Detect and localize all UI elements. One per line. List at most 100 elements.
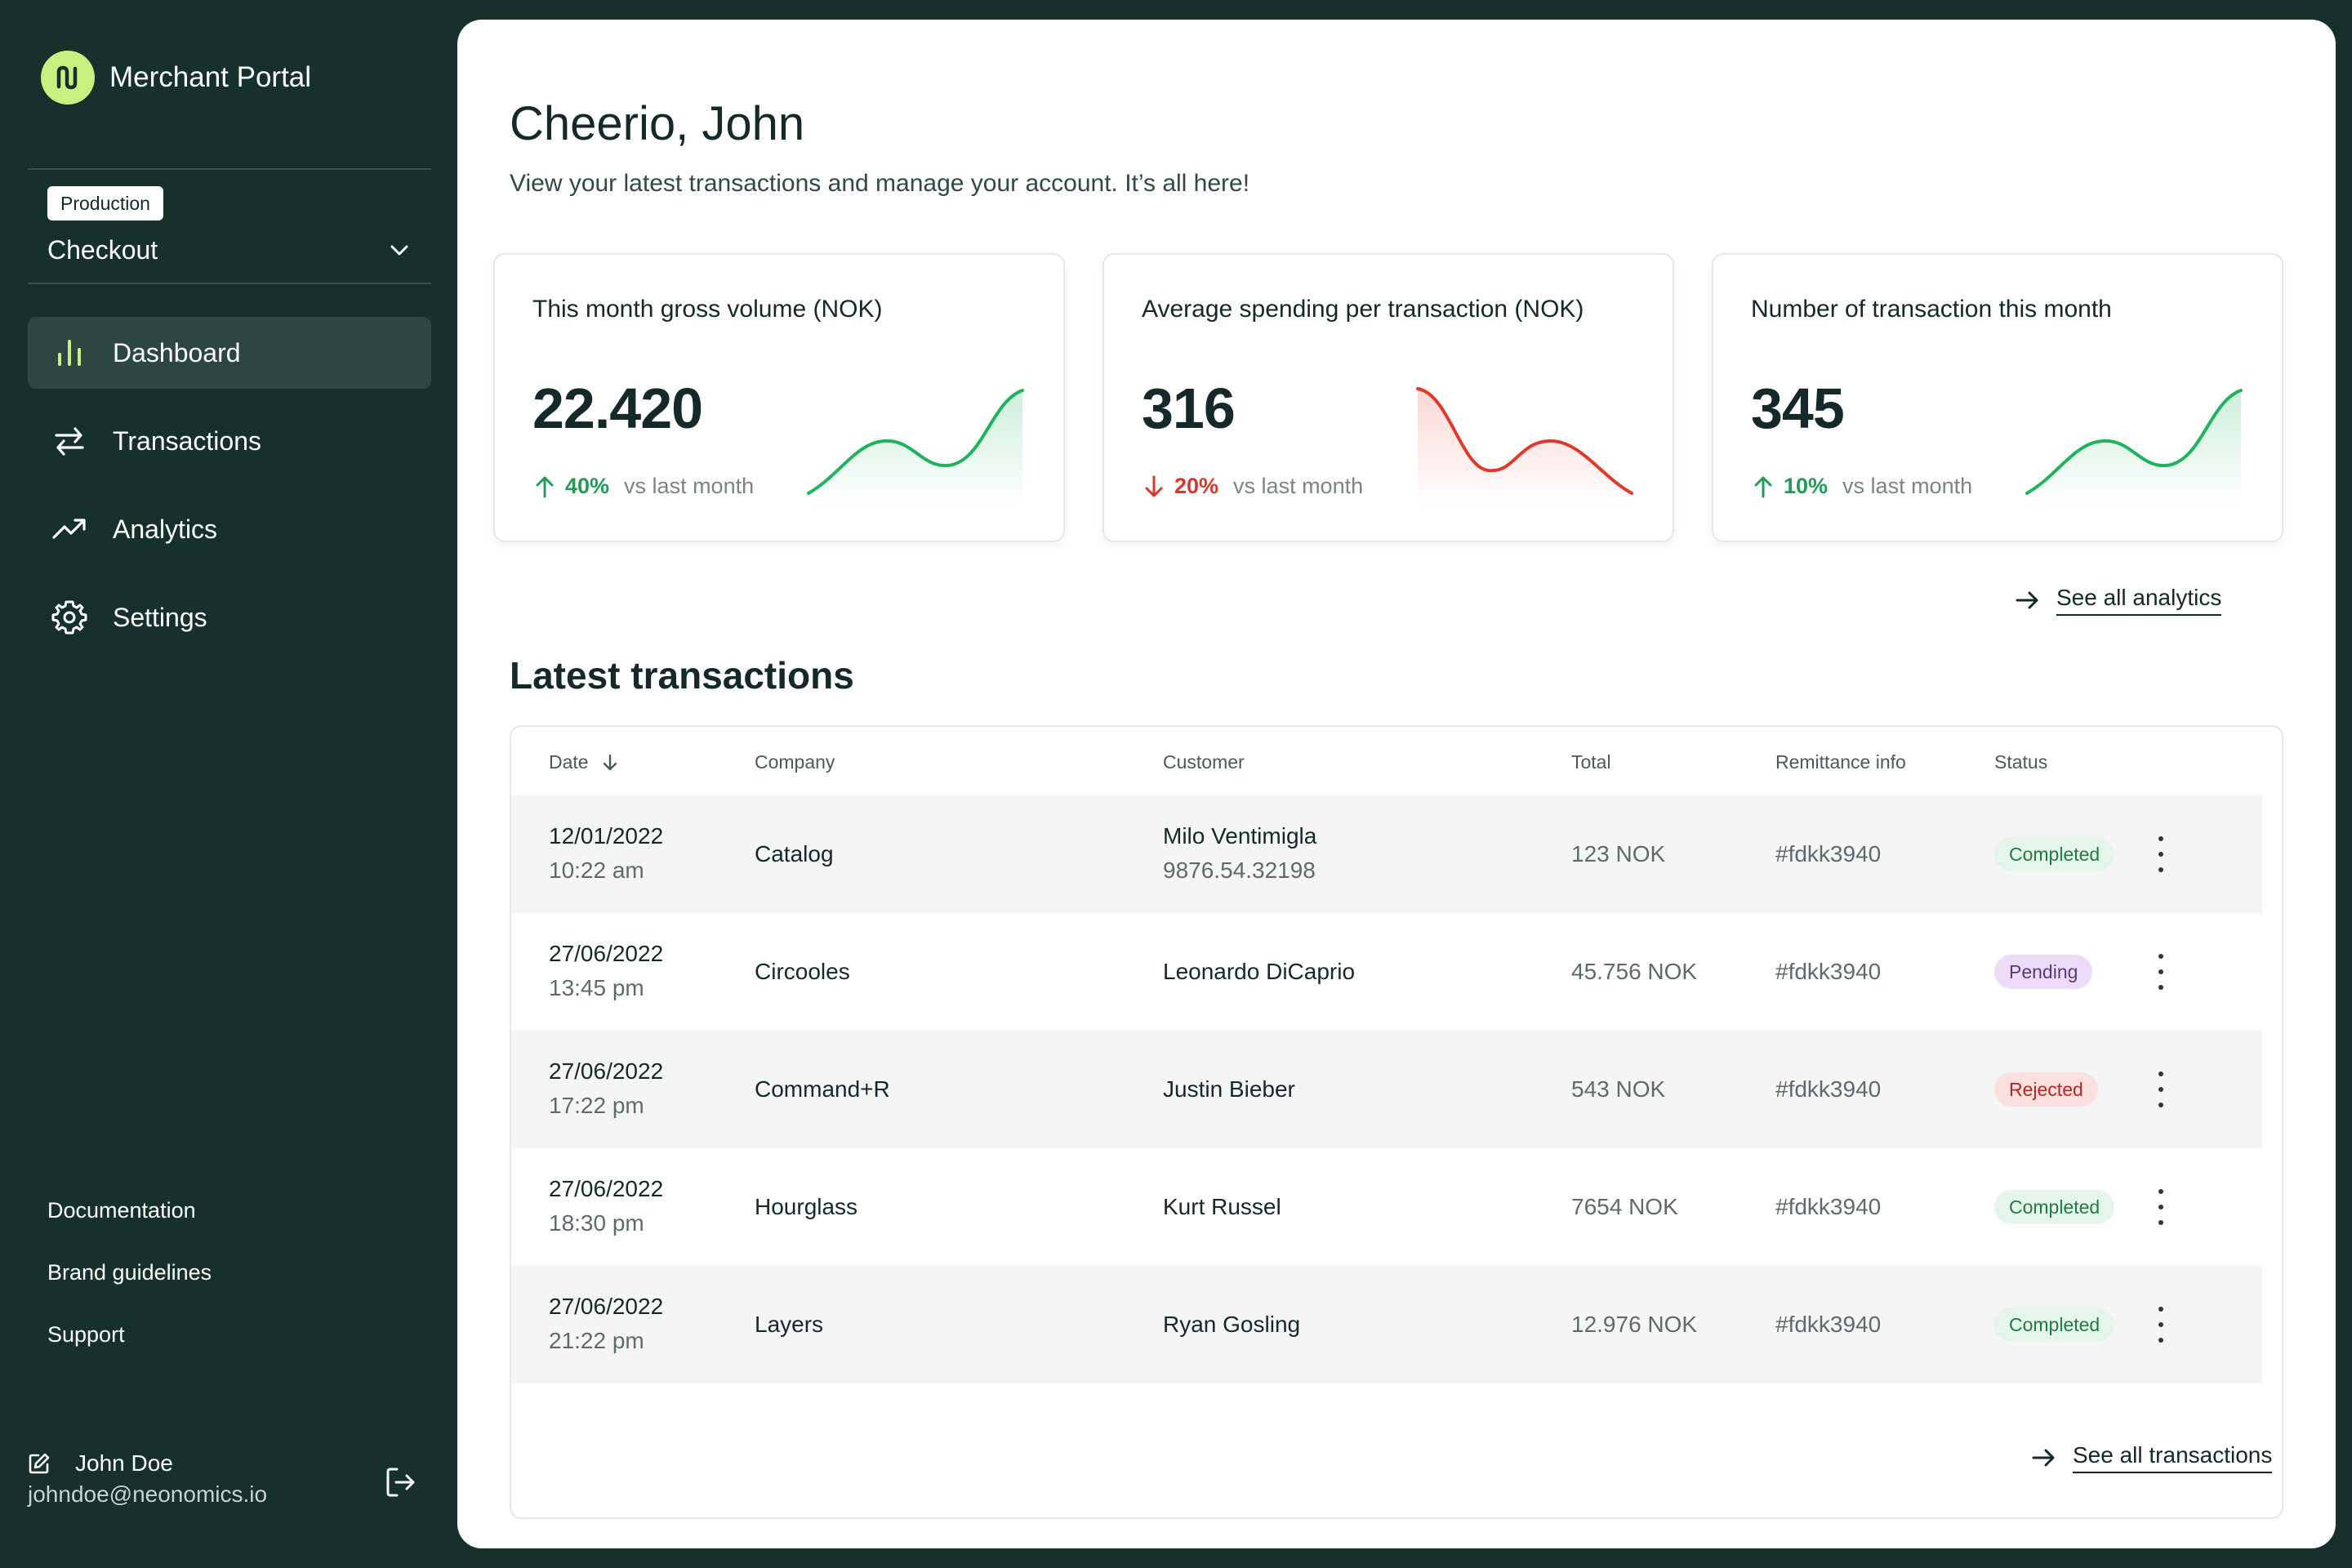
see-all-transactions-link[interactable]: See all transactions [2030, 1442, 2273, 1473]
row-time: 18:30 pm [549, 1210, 644, 1236]
row-time: 13:45 pm [549, 975, 644, 1000]
stat-card-transaction-count[interactable]: Number of transaction this month 345 10%… [1712, 253, 2283, 542]
row-customer: Kurt Russel [1163, 1194, 1281, 1219]
column-header-date[interactable]: Date [549, 751, 620, 773]
row-total: 45.756 NOK [1571, 959, 1698, 984]
row-time: 17:22 pm [549, 1093, 644, 1118]
row-date: 27/06/2022 [549, 1294, 664, 1319]
main-content: Cheerio, John View your latest transacti… [457, 20, 2336, 1548]
row-remittance: #fdkk3940 [1775, 1194, 1882, 1219]
footer-links: Documentation Brand guidelines Support [47, 1194, 212, 1380]
logout-icon[interactable] [384, 1465, 418, 1499]
card-value: 316 [1142, 376, 1236, 440]
row-company: Command+R [755, 1076, 890, 1102]
row-date: 12/01/2022 [549, 823, 664, 849]
app-title: Merchant Portal [109, 61, 312, 93]
sparkline-chart [2025, 389, 2243, 508]
table-row[interactable]: 27/06/2022 13:45 pm Circooles Leonardo D… [511, 913, 2262, 1031]
bar-chart-icon [51, 334, 88, 372]
page-title: Cheerio, John [510, 97, 805, 150]
see-all-analytics-label: See all analytics [2056, 585, 2222, 616]
row-more-icon[interactable] [2145, 1189, 2177, 1225]
row-customer: Milo Ventimigla [1163, 823, 1317, 849]
trend-percent: 10% [1784, 474, 1829, 498]
stat-card-gross-volume[interactable]: This month gross volume (NOK) 22.420 40%… [493, 253, 1065, 542]
row-remittance: #fdkk3940 [1775, 1312, 1882, 1337]
status-badge: Completed [1994, 837, 2115, 871]
user-name: John Doe [75, 1450, 173, 1476]
row-remittance: #fdkk3940 [1775, 959, 1882, 984]
row-time: 21:22 pm [549, 1328, 644, 1353]
row-company: Circooles [755, 959, 850, 984]
card-title: This month gross volume (NOK) [532, 296, 883, 323]
environment-badge: Production [47, 186, 163, 220]
nav-label: Transactions [113, 425, 261, 456]
support-link[interactable]: Support [47, 1322, 125, 1347]
arrow-up-icon [536, 476, 554, 497]
table-row[interactable]: 27/06/2022 17:22 pm Command+R Justin Bie… [511, 1031, 2262, 1148]
column-header-remittance: Remittance info [1775, 751, 1906, 773]
trend-percent: 20% [1174, 474, 1219, 498]
card-title: Number of transaction this month [1751, 296, 2112, 323]
table-body: 12/01/2022 10:22 am Catalog Milo Ventimi… [511, 795, 2262, 1383]
brand[interactable]: Merchant Portal [41, 51, 311, 105]
row-company: Layers [755, 1312, 824, 1337]
arrow-right-icon [2016, 591, 2038, 609]
card-trend: 40% vs last month [532, 474, 754, 499]
transactions-title: Latest transactions [510, 654, 854, 697]
column-header-customer: Customer [1163, 751, 1245, 773]
nav-label: Analytics [113, 514, 218, 544]
environment-select[interactable]: Checkout [47, 230, 412, 270]
card-trend: 10% vs last month [1751, 474, 1972, 499]
divider [28, 168, 431, 170]
user-email: johndoe@neonomics.io [28, 1481, 268, 1507]
trend-percent: 40% [565, 474, 610, 498]
documentation-link[interactable]: Documentation [47, 1198, 196, 1223]
row-time: 10:22 am [549, 858, 644, 883]
trend-label: vs last month [624, 474, 755, 498]
row-more-icon[interactable] [2145, 1071, 2177, 1107]
row-more-icon[interactable] [2145, 954, 2177, 990]
table-row[interactable]: 12/01/2022 10:22 am Catalog Milo Ventimi… [511, 795, 2262, 913]
divider [28, 283, 431, 284]
row-company: Hourglass [755, 1194, 858, 1219]
see-all-analytics-link[interactable]: See all analytics [2014, 585, 2222, 616]
trend-label: vs last month [1842, 474, 1973, 498]
table-row[interactable]: 27/06/2022 18:30 pm Hourglass Kurt Russe… [511, 1148, 2262, 1266]
row-more-icon[interactable] [2145, 1307, 2177, 1343]
table-header: Date Company Customer Total Remittance i… [511, 727, 2262, 795]
card-title: Average spending per transaction (NOK) [1142, 296, 1584, 323]
row-remittance: #fdkk3940 [1775, 841, 1882, 866]
table-row[interactable]: 27/06/2022 21:22 pm Layers Ryan Gosling … [511, 1266, 2262, 1383]
nav-item-dashboard[interactable]: Dashboard [28, 317, 431, 389]
row-remittance: #fdkk3940 [1775, 1076, 1882, 1102]
brand-guidelines-link[interactable]: Brand guidelines [47, 1260, 212, 1285]
stat-card-average-spending[interactable]: Average spending per transaction (NOK) 3… [1102, 253, 1674, 542]
column-header-status: Status [1994, 751, 2048, 773]
edit-icon[interactable] [28, 1452, 51, 1475]
page-subtitle: View your latest transactions and manage… [510, 170, 1250, 197]
nav-label: Settings [113, 602, 207, 632]
arrow-down-sort-icon [603, 754, 617, 770]
status-badge: Pending [1994, 955, 2093, 989]
row-company: Catalog [755, 841, 834, 866]
row-total: 12.976 NOK [1571, 1312, 1698, 1337]
gear-icon [51, 599, 88, 636]
main-nav: Dashboard Transactions Analytics [28, 317, 431, 670]
row-more-icon[interactable] [2145, 836, 2177, 872]
arrow-down-icon [1145, 475, 1163, 497]
row-total: 7654 NOK [1571, 1194, 1678, 1219]
user-profile: John Doe johndoe@neonomics.io [28, 1450, 431, 1524]
row-date: 27/06/2022 [549, 941, 664, 966]
nav-item-settings[interactable]: Settings [28, 581, 431, 653]
arrows-swap-icon [51, 422, 88, 460]
column-label: Date [549, 751, 589, 773]
status-badge: Completed [1994, 1190, 2115, 1224]
trend-label: vs last month [1233, 474, 1364, 498]
column-header-company: Company [755, 751, 835, 773]
nav-item-transactions[interactable]: Transactions [28, 405, 431, 477]
nav-item-analytics[interactable]: Analytics [28, 493, 431, 565]
nav-label: Dashboard [113, 337, 241, 368]
trend-up-icon [51, 510, 88, 548]
row-date: 27/06/2022 [549, 1058, 664, 1084]
